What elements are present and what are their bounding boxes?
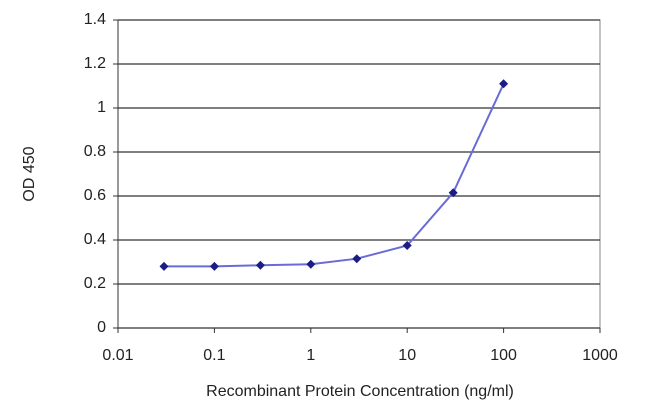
y-tick-label: 0.2 xyxy=(84,275,106,292)
data-point xyxy=(352,254,362,264)
y-tick-label: 1.4 xyxy=(84,11,106,28)
plot-area xyxy=(117,19,601,329)
y-tick-label: 0.8 xyxy=(84,143,106,160)
data-point xyxy=(448,188,458,198)
y-tick-label: 0.4 xyxy=(84,231,106,248)
y-tick-label: 0.6 xyxy=(84,187,106,204)
x-tick-label: 0.1 xyxy=(203,347,225,364)
data-point xyxy=(159,261,169,271)
data-point xyxy=(255,260,265,270)
data-point xyxy=(209,261,219,271)
x-tick-label: 0.01 xyxy=(102,347,133,364)
x-tick-label: 1 xyxy=(306,347,315,364)
data-line xyxy=(163,83,505,268)
y-tick-label: 1 xyxy=(97,99,106,116)
data-point xyxy=(306,259,316,269)
x-axis-label: Recombinant Protein Concentration (ng/ml… xyxy=(206,383,514,400)
y-tick-label: 1.2 xyxy=(84,55,106,72)
x-tick-label: 100 xyxy=(490,347,517,364)
x-tick-label: 1000 xyxy=(582,347,618,364)
x-tick-label: 10 xyxy=(398,347,416,364)
y-tick-label: 0 xyxy=(97,319,106,336)
data-point xyxy=(499,79,509,89)
data-point xyxy=(402,241,412,250)
y-axis-label: OD 450 xyxy=(21,146,38,201)
